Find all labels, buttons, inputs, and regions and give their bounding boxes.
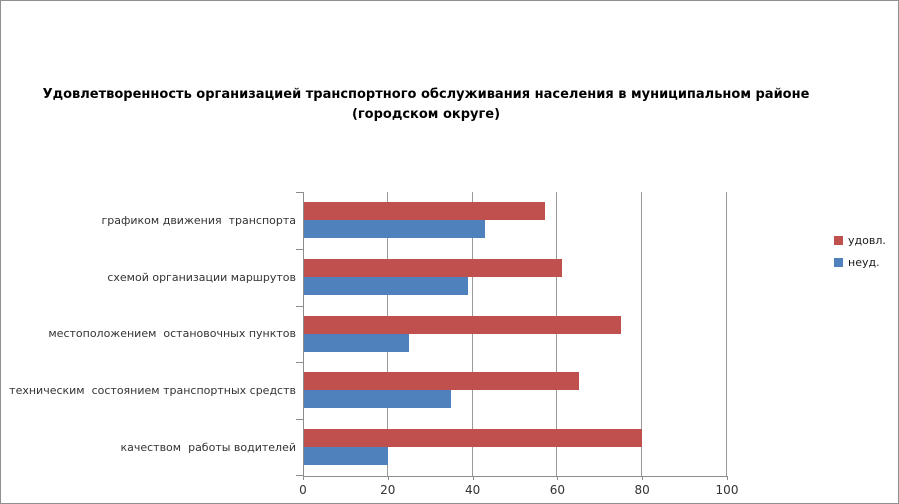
category-band-2 xyxy=(303,306,727,363)
x-tick-40 xyxy=(472,476,474,480)
bar-неуд-2 xyxy=(303,333,409,352)
y-tick-1 xyxy=(296,248,303,250)
x-axis-label-100: 100 xyxy=(715,483,739,497)
gridline-100 xyxy=(726,192,727,476)
bar-неуд-1 xyxy=(303,276,469,295)
category-axis-line xyxy=(303,192,304,476)
x-tick-60 xyxy=(557,476,559,480)
legend-item-0: удовл. xyxy=(834,234,886,247)
category-band-4 xyxy=(303,419,727,476)
bar-удовл-4 xyxy=(303,429,643,448)
x-tick-100 xyxy=(727,476,728,480)
legend-label-1: неуд. xyxy=(848,256,880,269)
y-tick-3 xyxy=(296,362,303,364)
category-label-2: местоположением остановочных пунктов xyxy=(48,327,296,341)
x-axis-label-0: 0 xyxy=(299,483,307,497)
category-band-3 xyxy=(303,362,727,419)
x-axis-label-80: 80 xyxy=(634,483,650,497)
category-label-1: схемой организации маршрутов xyxy=(107,270,296,284)
bar-неуд-0 xyxy=(303,220,486,238)
category-label-3: техническим состоянием транспортных сред… xyxy=(9,384,296,398)
category-band-0 xyxy=(303,192,727,249)
chart-title-line2: (городском округе) xyxy=(351,107,501,122)
legend-item-1: неуд. xyxy=(834,256,886,269)
x-axis-label-20: 20 xyxy=(380,483,396,497)
plot-area xyxy=(296,192,728,480)
gridline-40 xyxy=(471,192,473,476)
legend-swatch-неуд xyxy=(834,258,843,267)
category-axis-labels: графиком движения транспорта схемой орган… xyxy=(1,192,296,476)
gridline-60 xyxy=(556,192,558,476)
bar-удовл-2 xyxy=(303,315,621,334)
y-tick-2 xyxy=(296,305,303,307)
y-tick-0 xyxy=(296,192,303,193)
y-tick-4 xyxy=(296,419,303,421)
bar-неуд-4 xyxy=(303,447,388,466)
category-band-1 xyxy=(303,249,727,306)
chart-title: Удовлетворенность организацией транспорт… xyxy=(1,85,851,125)
legend: удовл. неуд. xyxy=(834,234,886,278)
x-tick-20 xyxy=(387,476,389,480)
gridline-80 xyxy=(641,192,643,476)
category-label-0: графиком движения транспорта xyxy=(101,213,296,227)
value-axis-labels: 0 20 40 60 80 100 xyxy=(299,483,738,499)
x-tick-80 xyxy=(642,476,644,480)
category-label-4: качеством работы водителей xyxy=(120,441,296,455)
value-axis-line xyxy=(303,476,728,477)
bar-удовл-1 xyxy=(303,258,562,277)
x-axis-label-40: 40 xyxy=(464,483,481,497)
bar-удовл-3 xyxy=(303,372,579,391)
x-axis-label-60: 60 xyxy=(549,483,566,497)
legend-swatch-удовл xyxy=(834,236,843,245)
legend-label-0: удовл. xyxy=(848,234,886,247)
bar-удовл-0 xyxy=(303,202,545,220)
x-tick-0 xyxy=(303,476,304,480)
y-tick-5 xyxy=(296,475,303,476)
bar-неуд-3 xyxy=(303,390,452,409)
chart-title-line1: Удовлетворенность организацией транспорт… xyxy=(42,87,810,102)
